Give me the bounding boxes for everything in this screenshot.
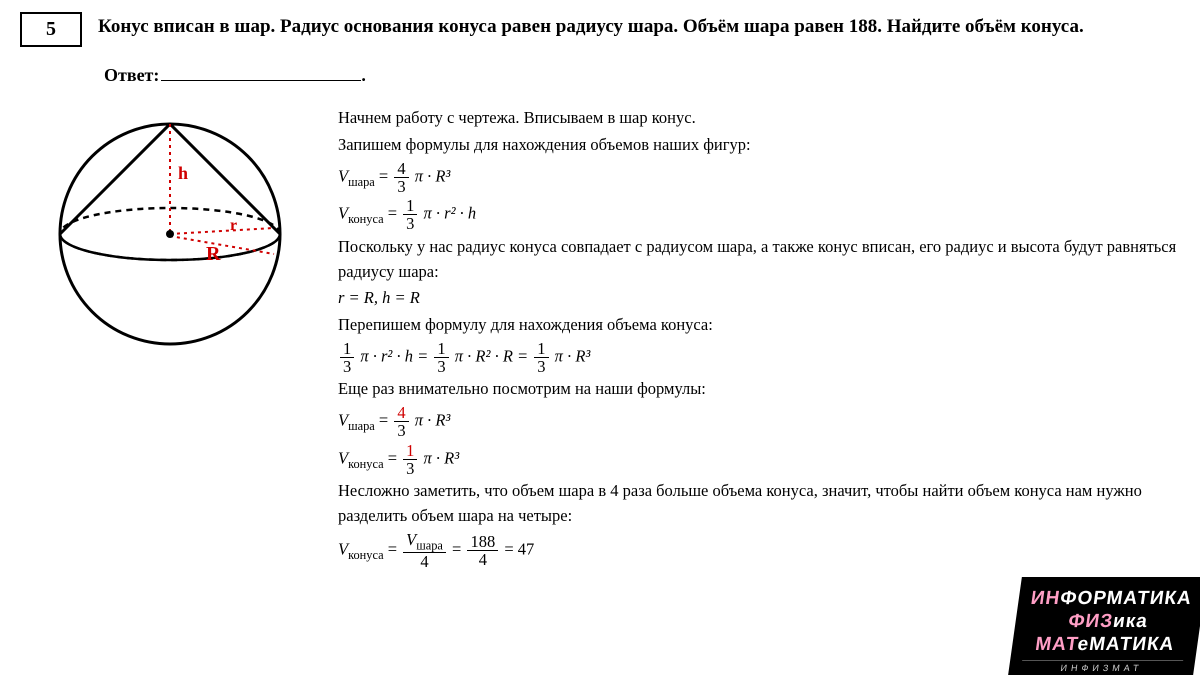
- svg-text:R: R: [206, 243, 221, 265]
- answer-row: Ответ:.: [104, 65, 1180, 86]
- problem-text: Конус вписан в шар. Радиус основания кон…: [98, 12, 1084, 40]
- diagram: h r R: [20, 104, 320, 369]
- answer-blank: [161, 80, 361, 81]
- svg-text:h: h: [178, 163, 188, 183]
- final-formula: Vконуса = Vшара 4 = 188 4 = 47: [338, 531, 1180, 571]
- answer-label: Ответ:: [104, 65, 159, 85]
- formula-cone: Vконуса = 13 π · r² · h: [338, 197, 1180, 233]
- equalities: r = R, h = R: [338, 286, 1180, 311]
- formula-sphere: Vшара = 43 π · R³: [338, 160, 1180, 196]
- formula-cone2: Vконуса = 13 π · R³: [338, 442, 1180, 478]
- solution-line: Перепишем формулу для нахождения объема …: [338, 313, 1180, 338]
- solution-line: Несложно заметить, что объем шара в 4 ра…: [338, 479, 1180, 529]
- formula-sphere2: Vшара = 43 π · R³: [338, 404, 1180, 440]
- watermark-logo: ИНФОРМАТИКА ФИЗика МАТеМАТИКА ИНФИЗМАТ: [1008, 577, 1200, 675]
- formula-chain: 13 π · r² · h = 13 π · R² · R = 13 π · R…: [338, 340, 1180, 376]
- solution: Начнем работу с чертежа. Вписываем в шар…: [338, 104, 1180, 572]
- solution-line: Запишем формулы для нахождения объемов н…: [338, 133, 1180, 158]
- solution-line: Поскольку у нас радиус конуса совпадает …: [338, 235, 1180, 285]
- svg-text:r: r: [230, 217, 237, 234]
- problem-header: 5 Конус вписан в шар. Радиус основания к…: [20, 12, 1180, 47]
- problem-number: 5: [20, 12, 82, 47]
- solution-line: Еще раз внимательно посмотрим на наши фо…: [338, 377, 1180, 402]
- solution-line: Начнем работу с чертежа. Вписываем в шар…: [338, 106, 1180, 131]
